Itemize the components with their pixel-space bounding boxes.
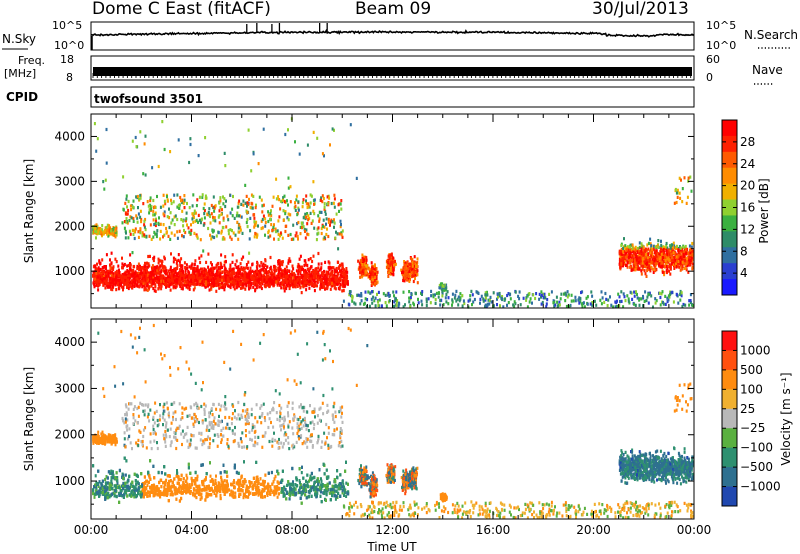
colorbar-tick-label: 28: [740, 135, 755, 149]
freq-label: Freq.: [18, 54, 45, 67]
colorbar-tick-label: 25: [740, 402, 755, 416]
y-tick-label: 1000: [54, 474, 85, 488]
velocity-axes: 1000 2000 3000 4000 00:00 04:00 08:00 12:00 16:0…: [54, 319, 711, 537]
colorbar-tick-label: −500: [740, 460, 773, 474]
colorbar-tick-label: 8: [740, 244, 748, 258]
freq-trace: [93, 67, 692, 76]
x-tick-label: 16:00: [476, 523, 511, 537]
y-tick-label: 3000: [54, 381, 85, 395]
colorbar-tick-label: 20: [740, 179, 755, 193]
colorbar-tick-label: 24: [740, 157, 755, 171]
colorbar-tick-label: 500: [740, 363, 763, 377]
nsky-trace: [90, 23, 695, 50]
chart-title: Dome C East (fitACF): [92, 0, 271, 19]
nsky-tick-top: 10^5: [52, 19, 82, 32]
cpid-value: twofsound 3501: [94, 92, 203, 106]
y-tick-label: 2000: [54, 219, 85, 233]
power-axes: 1000 2000 3000 4000: [54, 114, 695, 308]
x-tick-label: 00:00: [677, 523, 712, 537]
freq-strip-frame: [90, 55, 695, 81]
freq-tick-top: 18: [60, 53, 74, 66]
x-tick-label: 08:00: [275, 523, 310, 537]
power-colorbar: 28 24 20 16 12 8 4: [721, 119, 755, 296]
y-tick-label: 2000: [54, 428, 85, 442]
nave-trace: [92, 73, 692, 78]
x-tick-label: 00:00: [74, 523, 109, 537]
y-tick-label: 4000: [54, 335, 85, 349]
colorbar-tick-label: −1000: [740, 480, 781, 494]
nave-label: Nave: [752, 63, 783, 77]
nsky-tick-bottom: 10^0: [54, 39, 84, 52]
colorbar-tick-label: 16: [740, 201, 755, 215]
power-ylabel: Slant Range [km]: [22, 159, 36, 263]
nsky-strip-frame: [90, 21, 695, 51]
colorbar-tick-label: 4: [740, 266, 748, 280]
colorbar-tick-label: 100: [740, 382, 763, 396]
nave-tick-top: 60: [706, 53, 720, 66]
nsky-label: N.Sky: [2, 32, 36, 46]
colorbar-tick-label: −25: [740, 421, 765, 435]
colorbar-tick-label: 12: [740, 222, 755, 236]
x-tick-label: 04:00: [174, 523, 209, 537]
nsearch-tick-top: 10^5: [706, 19, 736, 32]
date-label: 30/Jul/2013: [592, 0, 689, 19]
velocity-colorbar-label: Velocity [m s⁻¹]: [779, 372, 793, 465]
nsearch-tick-bottom: 10^0: [706, 39, 736, 52]
colorbar-tick-label: 1000: [740, 343, 771, 357]
y-tick-label: 1000: [54, 264, 85, 278]
x-tick-label: 20:00: [576, 523, 611, 537]
freq-unit: [MHz]: [4, 67, 36, 80]
nave-tick-bottom: 0: [706, 71, 713, 84]
x-tick-label: 12:00: [375, 523, 410, 537]
power-heatmap: [92, 117, 694, 309]
nsearch-label: N.Search: [744, 28, 798, 42]
cpid-strip-frame: [90, 86, 695, 108]
power-colorbar-label: Power [dB]: [757, 178, 771, 243]
y-tick-label: 3000: [54, 174, 85, 188]
colorbar-tick-label: −100: [740, 441, 773, 455]
freq-tick-bottom: 8: [66, 71, 73, 84]
x-axis-label: Time UT: [366, 540, 417, 554]
velocity-colorbar: 1000 500 100 25 −25 −100 −500 −1000: [721, 330, 781, 507]
beam-label: Beam 09: [355, 0, 432, 19]
cpid-label: CPID: [6, 90, 38, 104]
y-tick-label: 4000: [54, 129, 85, 143]
velocity-ylabel: Slant Range [km]: [22, 367, 36, 471]
velocity-heatmap: [92, 323, 694, 520]
